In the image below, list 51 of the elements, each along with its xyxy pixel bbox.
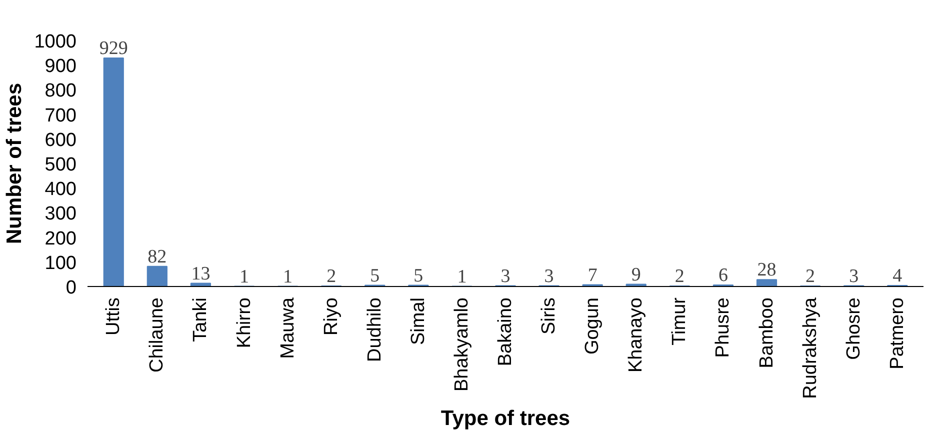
data-label: 3 <box>500 266 510 287</box>
x-tick-label: Bhakyamlo <box>451 297 472 392</box>
x-axis-title: Type of trees <box>440 406 570 430</box>
y-tick-label: 800 <box>44 80 76 102</box>
y-axis-title: Number of trees <box>3 82 26 244</box>
data-label: 82 <box>148 246 167 268</box>
data-label: 929 <box>99 38 128 59</box>
data-label: 1 <box>457 266 467 288</box>
data-label: 1 <box>283 266 293 288</box>
data-label: 7 <box>588 264 598 286</box>
x-tick-label: Bakaino <box>495 297 516 366</box>
x-tick-label: Riyo <box>320 297 342 336</box>
data-label: 9 <box>631 264 641 286</box>
data-label: 3 <box>849 266 859 287</box>
data-label: 28 <box>757 260 776 281</box>
y-tick-label: 600 <box>44 130 76 151</box>
x-tick-label: Bamboo <box>756 297 778 368</box>
data-label: 3 <box>544 266 554 287</box>
x-tick-label: Dudhilo <box>364 297 386 362</box>
data-label: 4 <box>892 266 903 287</box>
y-tick-label: 100 <box>44 252 76 274</box>
y-tick-label: 500 <box>44 154 76 176</box>
y-tick-label: 700 <box>44 105 76 126</box>
x-tick-label: Timur <box>669 296 690 346</box>
data-label: 6 <box>718 265 728 286</box>
x-tick-label: Khirro <box>234 297 255 348</box>
x-tick-label: Phusre <box>712 298 734 358</box>
x-tick-label: Ghosre <box>843 297 864 360</box>
data-label: 2 <box>326 266 336 288</box>
data-label: 2 <box>806 266 816 288</box>
x-tick-label: Khanayo <box>626 297 647 373</box>
x-tick-label: Uttis <box>103 298 124 336</box>
x-tick-label: Simal <box>408 297 429 346</box>
y-tick-label: 1000 <box>34 32 77 52</box>
y-tick-label: 300 <box>44 204 76 225</box>
y-tick-label: 0 <box>66 278 77 298</box>
x-tick-label: Mauwa <box>277 297 298 359</box>
data-label: 5 <box>370 265 380 286</box>
x-tick-label: Tanki <box>190 297 212 342</box>
x-tick-label: Chilaune <box>146 298 168 372</box>
y-tick-label: 400 <box>44 179 76 200</box>
x-tick-label: Siris <box>538 297 560 334</box>
data-label: 1 <box>240 266 249 288</box>
data-label: 5 <box>414 265 424 286</box>
y-tick-label: 200 <box>44 228 76 250</box>
data-label: 2 <box>674 266 684 288</box>
x-tick-label: Patmero <box>886 297 908 370</box>
data-label: 13 <box>191 263 210 284</box>
x-tick-label: Rudrakshya <box>800 297 821 399</box>
x-tick-label: Gogun <box>582 298 604 355</box>
y-tick-label: 900 <box>44 56 76 78</box>
